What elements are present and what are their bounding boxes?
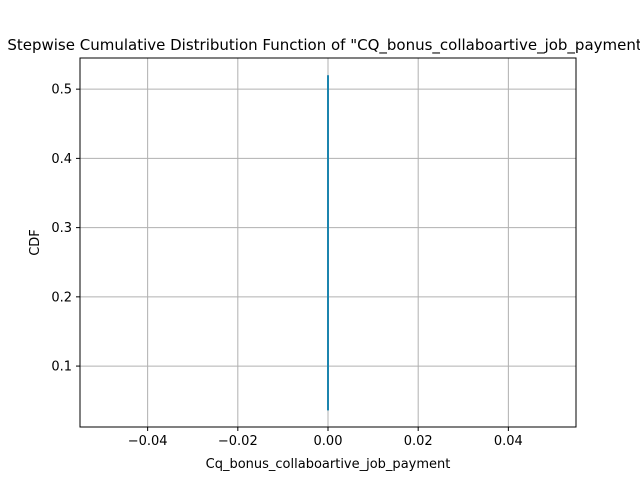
y-tick-label: 0.5: [51, 83, 72, 98]
x-tick-label: 0.02: [404, 434, 433, 449]
x-axis-ticks: −0.04 −0.02 0.00 0.02 0.04: [128, 427, 523, 449]
y-tick-label: 0.3: [51, 221, 72, 236]
y-axis-label: CDF: [28, 229, 43, 256]
y-tick-label: 0.1: [51, 360, 72, 375]
y-tick-label: 0.2: [51, 290, 72, 305]
x-tick-label: 0.04: [494, 434, 523, 449]
y-tick-label: 0.4: [51, 152, 72, 167]
x-tick-label: 0.00: [314, 434, 343, 449]
chart-title: Stepwise Cumulative Distribution Functio…: [7, 36, 640, 55]
x-tick-label: −0.02: [218, 434, 258, 449]
x-tick-label: −0.04: [128, 434, 168, 449]
y-axis-ticks: 0.1 0.2 0.3 0.4 0.5: [51, 83, 80, 375]
x-axis-label: Cq_bonus_collaboartive_job_payment: [206, 457, 451, 472]
